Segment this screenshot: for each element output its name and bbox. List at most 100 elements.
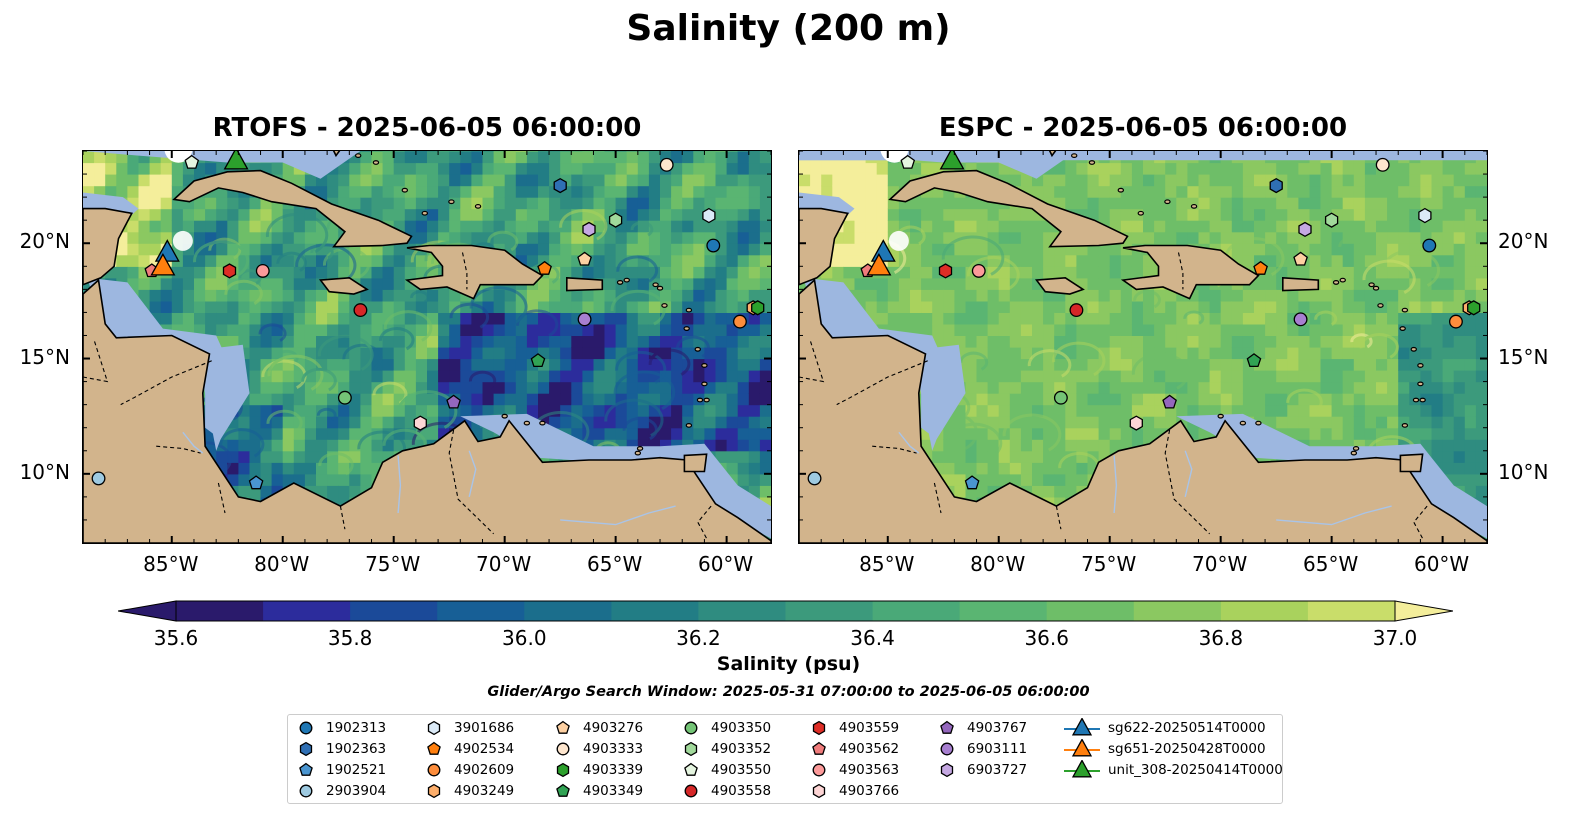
obs-marker-4903767[interactable] — [446, 394, 461, 409]
lon-tick-label: 80°W — [254, 552, 310, 576]
legend-item-2903904: 2903904 — [296, 781, 386, 801]
obs-marker-4903550[interactable] — [184, 154, 200, 169]
obs-marker-4903563[interactable] — [971, 263, 986, 278]
obs-marker-4903766[interactable] — [413, 415, 427, 431]
obs-marker-4903352[interactable] — [608, 212, 623, 228]
obs-marker-4903276[interactable] — [1293, 251, 1308, 266]
glider-marker-unit_308-20250414T0000[interactable] — [939, 151, 965, 170]
legend-item-4902534: 4902534 — [424, 739, 514, 759]
legend-item-label: sg622-20250514T0000 — [1108, 720, 1266, 736]
obs-marker-6903727[interactable] — [582, 221, 596, 238]
legend-item-label: 4903767 — [967, 720, 1028, 736]
legend-item-4903767: 4903767 — [937, 718, 1027, 738]
obs-marker-6903727[interactable] — [1298, 221, 1312, 238]
legend-item-4903276: 4903276 — [553, 718, 643, 738]
colorbar-tick-label: 36.6 — [1024, 626, 1069, 650]
lat-tick-label-left: 10°N — [19, 459, 70, 484]
colorbar-label: Salinity (psu) — [716, 653, 861, 675]
legend-marker-hexagon-icon — [427, 720, 441, 736]
obs-marker-4903333[interactable] — [1375, 157, 1390, 172]
obs-marker-4903558[interactable] — [1069, 303, 1084, 318]
obs-marker-4903563[interactable] — [255, 263, 270, 278]
legend-item-4903249: 4903249 — [424, 781, 514, 801]
figure-title: Salinity (200 m) — [626, 8, 951, 49]
obs-marker-4903352[interactable] — [1324, 212, 1339, 228]
legend-item-label: 1902313 — [326, 720, 387, 736]
glider-marker-sg651-20250428T0000[interactable] — [866, 252, 892, 276]
legend-item-label: unit_308-20250414T0000 — [1108, 762, 1283, 778]
legend-item-label: 4903562 — [839, 741, 900, 757]
obs-marker-4903550[interactable] — [900, 154, 916, 169]
legend-item-label: 4903350 — [711, 720, 772, 736]
lon-tick-label: 85°W — [143, 552, 199, 576]
legend-marker-pentagon-icon — [427, 741, 441, 755]
lat-tick-label-left: 15°N — [19, 344, 70, 369]
obs-marker-3901686[interactable] — [1418, 207, 1432, 224]
lon-tick-label: 75°W — [365, 552, 421, 576]
lon-tick-label: 75°W — [1081, 552, 1137, 576]
obs-marker-4903339[interactable] — [1467, 300, 1481, 316]
obs-marker-1902313[interactable] — [706, 238, 721, 253]
legend-item-1902521: 1902521 — [296, 760, 386, 780]
obs-marker-4902609[interactable] — [1448, 314, 1463, 329]
legend-item-6903727: 6903727 — [937, 760, 1027, 780]
obs-marker-4903559[interactable] — [222, 263, 237, 279]
obs-marker-4903350[interactable] — [337, 390, 352, 405]
obs-marker-6903111[interactable] — [577, 312, 592, 327]
obs-marker-6903111[interactable] — [1293, 312, 1308, 327]
obs-marker-4903339[interactable] — [751, 300, 765, 316]
obs-marker-1902521[interactable] — [964, 475, 980, 490]
obs-marker-4903558[interactable] — [353, 303, 368, 318]
legend-item-4903562: 4903562 — [809, 739, 899, 759]
map-panel-espc[interactable] — [798, 150, 1488, 544]
colorbar-tick-label: 37.0 — [1372, 626, 1418, 650]
obs-marker-1902363[interactable] — [553, 177, 567, 194]
legend-item-label: 4903766 — [839, 783, 900, 799]
obs-marker-4903349[interactable] — [530, 353, 546, 368]
lon-tick-label: 70°W — [476, 552, 532, 576]
obs-marker-4903349[interactable] — [1246, 353, 1262, 368]
legend-item-4902609: 4902609 — [424, 760, 514, 780]
legend-item-4903333: 4903333 — [553, 739, 643, 759]
legend-marker-hexagon-icon — [812, 783, 826, 799]
legend-item-4903550: 4903550 — [681, 760, 771, 780]
lon-tick-label: 60°W — [697, 552, 754, 576]
lat-tick-label-left: 20°N — [19, 229, 70, 254]
obs-marker-1902313[interactable] — [1422, 238, 1437, 253]
legend-marker-pentagon-icon — [812, 741, 826, 755]
obs-marker-4903276[interactable] — [577, 251, 592, 266]
legend-item-label: 4903333 — [583, 741, 644, 757]
legend-marker-triangle-icon — [1064, 718, 1100, 736]
lat-tick-label-right: 15°N — [1498, 344, 1549, 369]
obs-marker-4902609[interactable] — [732, 314, 747, 329]
obs-marker-2903904[interactable] — [807, 471, 822, 486]
glider-marker-sg651-20250428T0000[interactable] — [150, 252, 176, 276]
obs-marker-4902534[interactable] — [1253, 260, 1268, 275]
obs-marker-3901686[interactable] — [702, 207, 716, 224]
obs-marker-4903767[interactable] — [1162, 394, 1177, 409]
legend-item-label: 4903558 — [711, 783, 772, 799]
legend-item-sg651-20250428T0000: sg651-20250428T0000 — [1064, 739, 1266, 759]
colorbar — [117, 600, 1454, 622]
legend-item-1902313: 1902313 — [296, 718, 386, 738]
lon-tick-label: 80°W — [970, 552, 1026, 576]
obs-marker-4903559[interactable] — [938, 263, 953, 279]
obs-marker-1902363[interactable] — [1269, 177, 1283, 194]
legend-item-label: 4903349 — [583, 783, 644, 799]
search-window-note: Glider/Argo Search Window: 2025-05-31 07… — [487, 684, 1090, 700]
legend-marker-pentagon-icon — [684, 762, 698, 776]
glider-marker-unit_308-20250414T0000[interactable] — [223, 151, 249, 170]
lon-tick-label: 65°W — [1303, 552, 1359, 576]
legend-item-4903563: 4903563 — [809, 760, 899, 780]
obs-marker-2903904[interactable] — [91, 471, 106, 486]
map-panel-rtofs[interactable] — [82, 150, 772, 544]
obs-marker-4903350[interactable] — [1053, 390, 1068, 405]
legend-item-4903559: 4903559 — [809, 718, 899, 738]
obs-marker-4903333[interactable] — [659, 157, 674, 172]
panel-title-rtofs: RTOFS - 2025-06-05 06:00:00 — [212, 113, 642, 143]
obs-marker-4902534[interactable] — [537, 260, 552, 275]
colorbar-tick-label: 36.4 — [850, 626, 895, 650]
obs-marker-1902521[interactable] — [248, 475, 264, 490]
legend-item-label: 4903559 — [839, 720, 900, 736]
obs-marker-4903766[interactable] — [1129, 415, 1143, 431]
